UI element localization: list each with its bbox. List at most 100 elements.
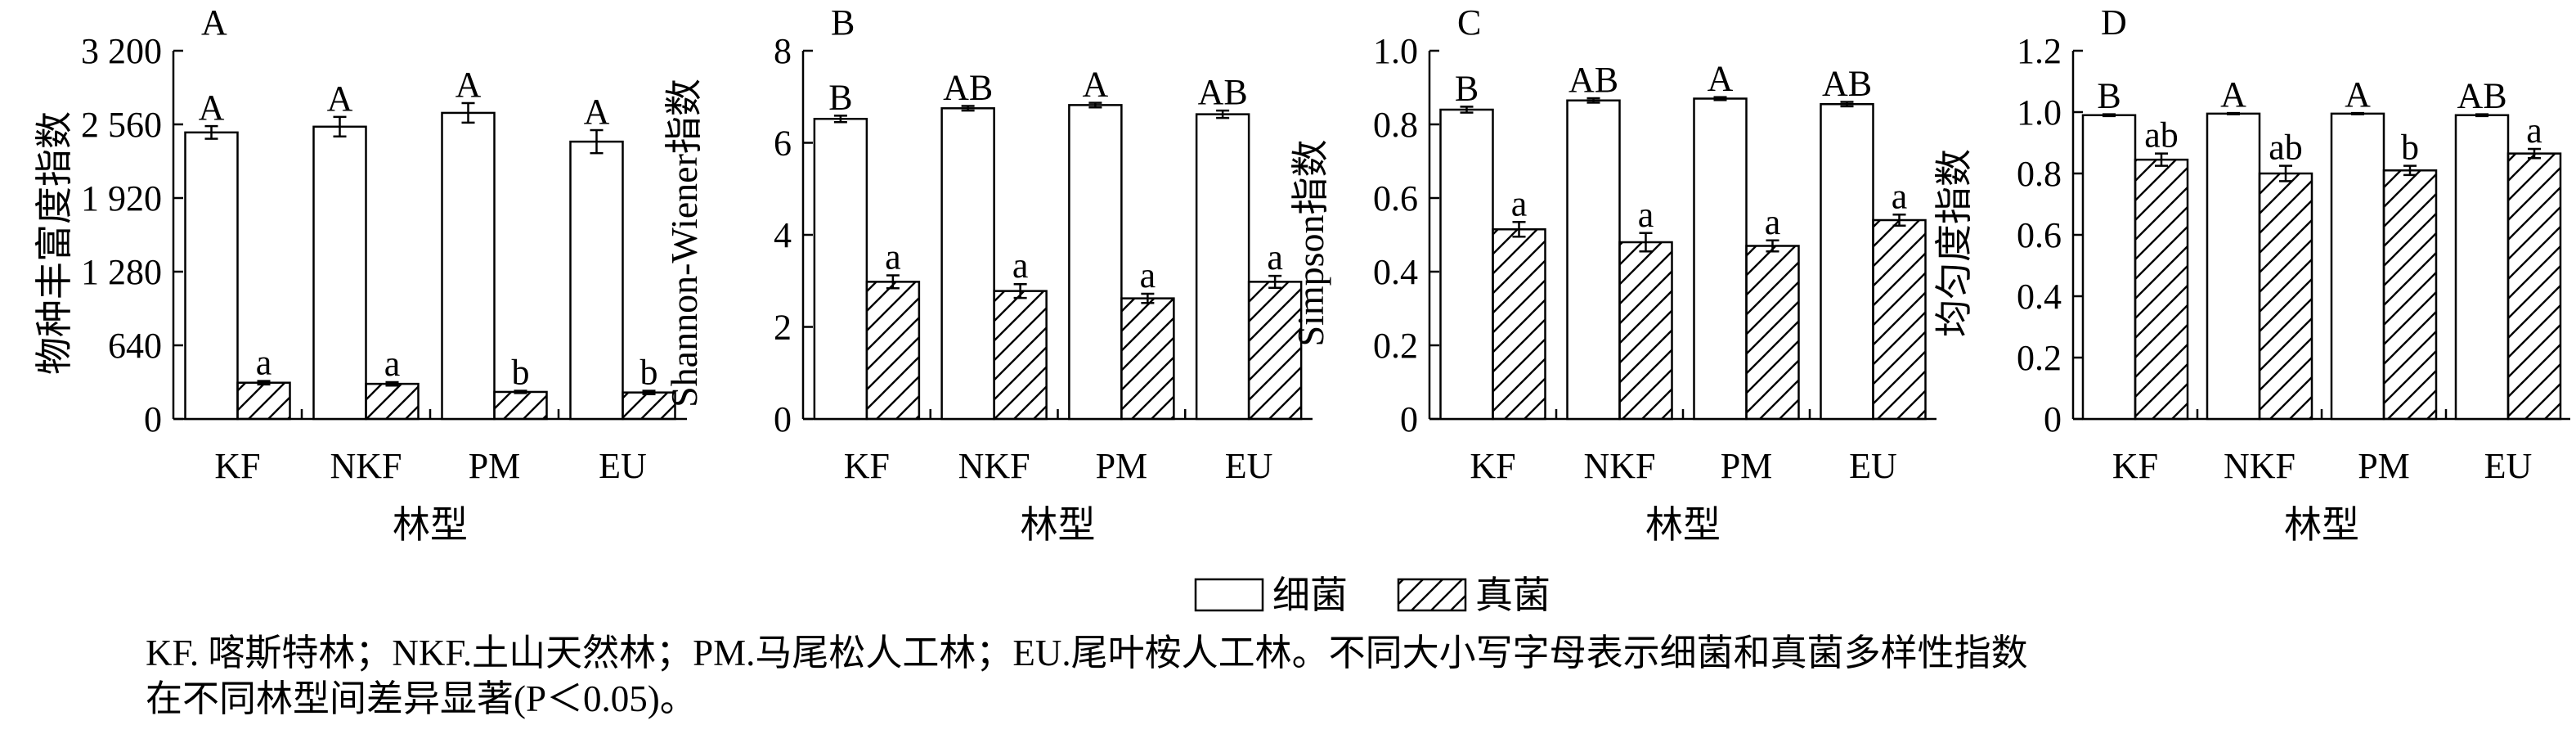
significance-letter: a (1892, 176, 1908, 216)
y-tick-label: 0.2 (1373, 326, 1418, 366)
bar-bacteria (1693, 97, 1748, 421)
bar-bacteria (1195, 113, 1250, 421)
bar-bacteria (813, 118, 868, 421)
significance-letter: A (1082, 65, 1108, 105)
y-tick-label: 2 560 (81, 105, 162, 145)
x-tick-label: PM (2358, 446, 2410, 486)
significance-letter: A (199, 88, 225, 128)
bar-fungi (493, 390, 548, 421)
x-tick-label: NKF (958, 446, 1030, 486)
bar-bacteria (312, 125, 367, 421)
x-tick-label: KF (2112, 446, 2158, 486)
bar-fungi (1492, 228, 1546, 421)
bar-bacteria (2081, 114, 2137, 421)
significance-letter: ab (2144, 115, 2179, 155)
bar-fungi (1618, 241, 1673, 421)
x-tick-label: EU (2484, 446, 2533, 486)
chart-panel-2: 0 2 4 6 8B Shannon-Wiener指数 KF Ba NKF AB a PM Aa EU AB… (663, 2, 1313, 546)
significance-letter: A (327, 79, 353, 119)
significance-letter: AB (2457, 76, 2506, 116)
significance-letter: a (1638, 195, 1654, 235)
bar-fungi (2382, 169, 2438, 421)
bar-fungi (2258, 172, 2313, 421)
y-axis-label: Shannon-Wiener指数 (663, 79, 705, 408)
bar-fungi (622, 391, 676, 421)
x-tick-label: NKF (330, 446, 402, 486)
y-axis-label: Simpson指数 (1290, 139, 1331, 346)
significance-letter: A (1708, 59, 1734, 99)
significance-letter: A (456, 65, 482, 105)
legend: 细菌 真菌 (1194, 574, 1551, 616)
x-tick-label: PM (1721, 446, 1773, 486)
panel-label: B (831, 2, 855, 43)
legend-swatch-fungi (1397, 578, 1467, 612)
x-tick-label: PM (1096, 446, 1148, 486)
x-tick-label: KF (1470, 446, 1515, 486)
panel-label: A (201, 2, 227, 43)
significance-letter: a (2526, 110, 2542, 151)
bar-fungi (1745, 245, 1800, 421)
y-axis-label: 均匀度指数 (1933, 149, 1975, 337)
bar-fungi (993, 290, 1048, 421)
significance-letter: ab (2269, 128, 2303, 168)
x-tick-label: NKF (1583, 446, 1655, 486)
y-tick-label: 1.0 (2017, 92, 2062, 133)
bar-bacteria (2454, 114, 2510, 421)
significance-letter: AB (943, 68, 993, 108)
bar-fungi (236, 381, 291, 421)
significance-letter: a (256, 343, 272, 383)
significance-letter: B (2097, 76, 2120, 116)
y-tick-label: 1 280 (81, 252, 162, 292)
chart-panel-1: 0 640 1 280 1 920 2 560 3 200 A 物种丰富度指数 KF Aa NKF A… (34, 2, 687, 546)
figure-caption: KF. 喀斯特林；NKF.土山天然林；PM.马尾松人工林；EU.尾叶桉人工林。不… (146, 630, 2517, 722)
y-tick-label: 6 (774, 124, 792, 164)
significance-letter: a (885, 237, 901, 277)
legend-label-fungi: 真菌 (1475, 574, 1551, 616)
bar-bacteria (1068, 104, 1123, 421)
y-tick-label: 640 (108, 326, 162, 366)
y-tick-label: 4 (774, 215, 792, 255)
bar-bacteria (1820, 103, 1874, 421)
bar-bacteria (184, 131, 239, 421)
y-tick-label: 1.0 (1373, 31, 1418, 71)
y-tick-label: 0.4 (1373, 252, 1418, 292)
significance-letter: b (2401, 128, 2419, 168)
significance-letter: a (1765, 202, 1781, 242)
x-axis-label: 林型 (1021, 504, 1096, 546)
panel-label: D (2101, 2, 2127, 43)
significance-letter: a (1267, 237, 1283, 277)
bar-fungi (865, 281, 921, 421)
x-tick-label: NKF (2224, 446, 2296, 486)
bar-fungi (1872, 218, 1927, 421)
y-tick-label: 0.2 (2017, 338, 2062, 378)
x-tick-label: EU (599, 446, 647, 486)
caption-line-1: KF. 喀斯特林；NKF.土山天然林；PM.马尾松人工林；EU.尾叶桉人工林。不… (146, 633, 2028, 673)
y-tick-label: 3 200 (81, 31, 162, 71)
bar-bacteria (1566, 99, 1621, 421)
y-tick-label: 0 (774, 399, 792, 439)
chart-panel-3: 0 0.2 0.4 0.6 0.8 1.0 C Simpson指数 KF Ba NKF AB a PM Aa… (1290, 2, 1936, 546)
bar-fungi (1247, 281, 1303, 421)
y-tick-label: 2 (774, 308, 792, 348)
bar-bacteria (441, 111, 496, 421)
bar-bacteria (1439, 108, 1494, 421)
y-tick-label: 0.6 (1373, 178, 1418, 218)
bar-bacteria (569, 140, 624, 421)
chart-panel-4: 0 0.2 0.4 0.6 0.8 1.0 1.2 D 均匀度指数 KF Bab NKF Aab PM Ab… (1933, 2, 2570, 546)
x-tick-label: KF (214, 446, 260, 486)
y-tick-label: 0 (2044, 399, 2062, 439)
significance-letter: a (384, 344, 401, 384)
x-tick-label: EU (1849, 446, 1897, 486)
bar-bacteria (2330, 112, 2385, 421)
y-tick-label: 0.6 (2017, 215, 2062, 255)
significance-letter: b (512, 353, 530, 393)
significance-letter: B (828, 77, 852, 117)
x-tick-label: KF (844, 446, 890, 486)
x-axis-label: 林型 (1645, 504, 1721, 546)
bar-fungi (365, 382, 420, 421)
x-axis-label: 林型 (393, 504, 468, 546)
significance-letter: a (1012, 245, 1029, 286)
x-tick-label: EU (1225, 446, 1273, 486)
bar-fungi (1120, 297, 1175, 421)
